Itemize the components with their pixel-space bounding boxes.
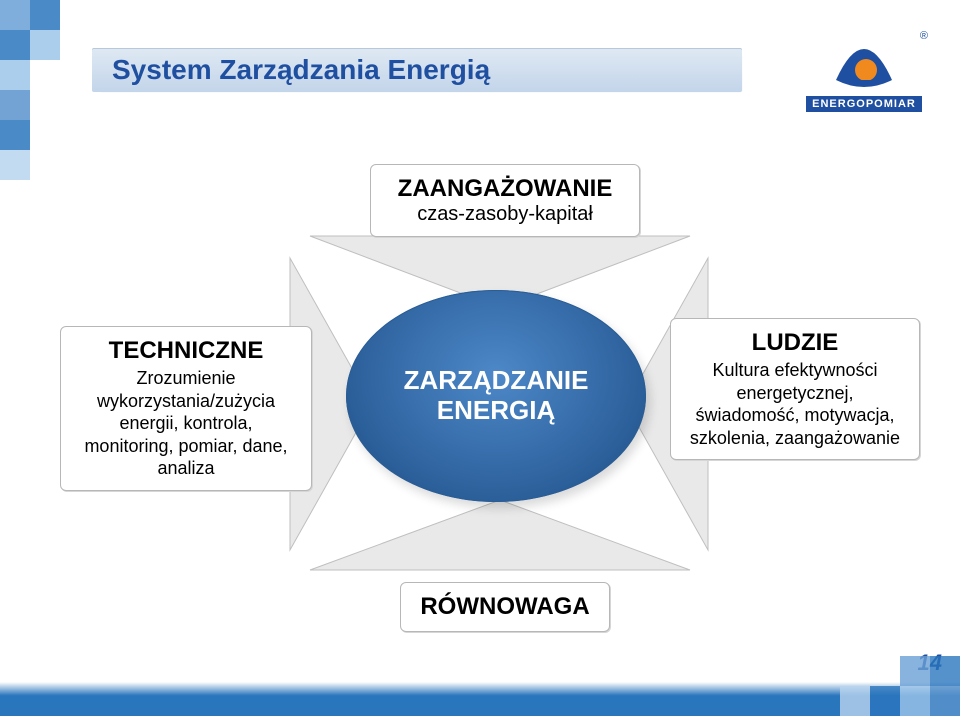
center-line2: ENERGIĄ bbox=[437, 395, 555, 425]
top-box-sub: czas-zasoby-kapitał bbox=[385, 203, 625, 226]
left-box-sub: Zrozumienie wykorzystania/zużycia energi… bbox=[75, 367, 297, 480]
left-box: TECHNICZNE Zrozumienie wykorzystania/zuż… bbox=[60, 326, 312, 491]
page-title-bar: System Zarządzania Energią bbox=[92, 48, 742, 92]
footer-bar bbox=[0, 682, 960, 716]
bottom-box: RÓWNOWAGA bbox=[400, 582, 610, 632]
brand-logo: ® ENERGOPOMIAR bbox=[804, 30, 924, 130]
registered-mark: ® bbox=[920, 30, 928, 42]
right-box: LUDZIE Kultura efektywności energetyczne… bbox=[670, 318, 920, 460]
right-box-sub: Kultura efektywności energetycznej, świa… bbox=[685, 359, 905, 449]
center-line1: ZARZĄDZANIE bbox=[404, 365, 589, 395]
left-box-caption: TECHNICZNE bbox=[75, 337, 297, 365]
bottom-square-decoration bbox=[820, 656, 960, 716]
center-ellipse: ZARZĄDZANIE ENERGIĄ bbox=[346, 290, 646, 502]
energy-management-diagram: ZARZĄDZANIE ENERGIĄ ZAANGAŻOWANIE czas-z… bbox=[60, 150, 910, 660]
brand-name: ENERGOPOMIAR bbox=[806, 96, 922, 112]
page-title: System Zarządzania Energią bbox=[92, 48, 742, 92]
left-square-decoration bbox=[0, 0, 64, 240]
right-box-caption: LUDZIE bbox=[685, 329, 905, 357]
top-box-caption: ZAANGAŻOWANIE bbox=[385, 175, 625, 203]
energopomiar-icon bbox=[826, 30, 902, 90]
top-box: ZAANGAŻOWANIE czas-zasoby-kapitał bbox=[370, 164, 640, 237]
bottom-box-caption: RÓWNOWAGA bbox=[415, 593, 595, 621]
